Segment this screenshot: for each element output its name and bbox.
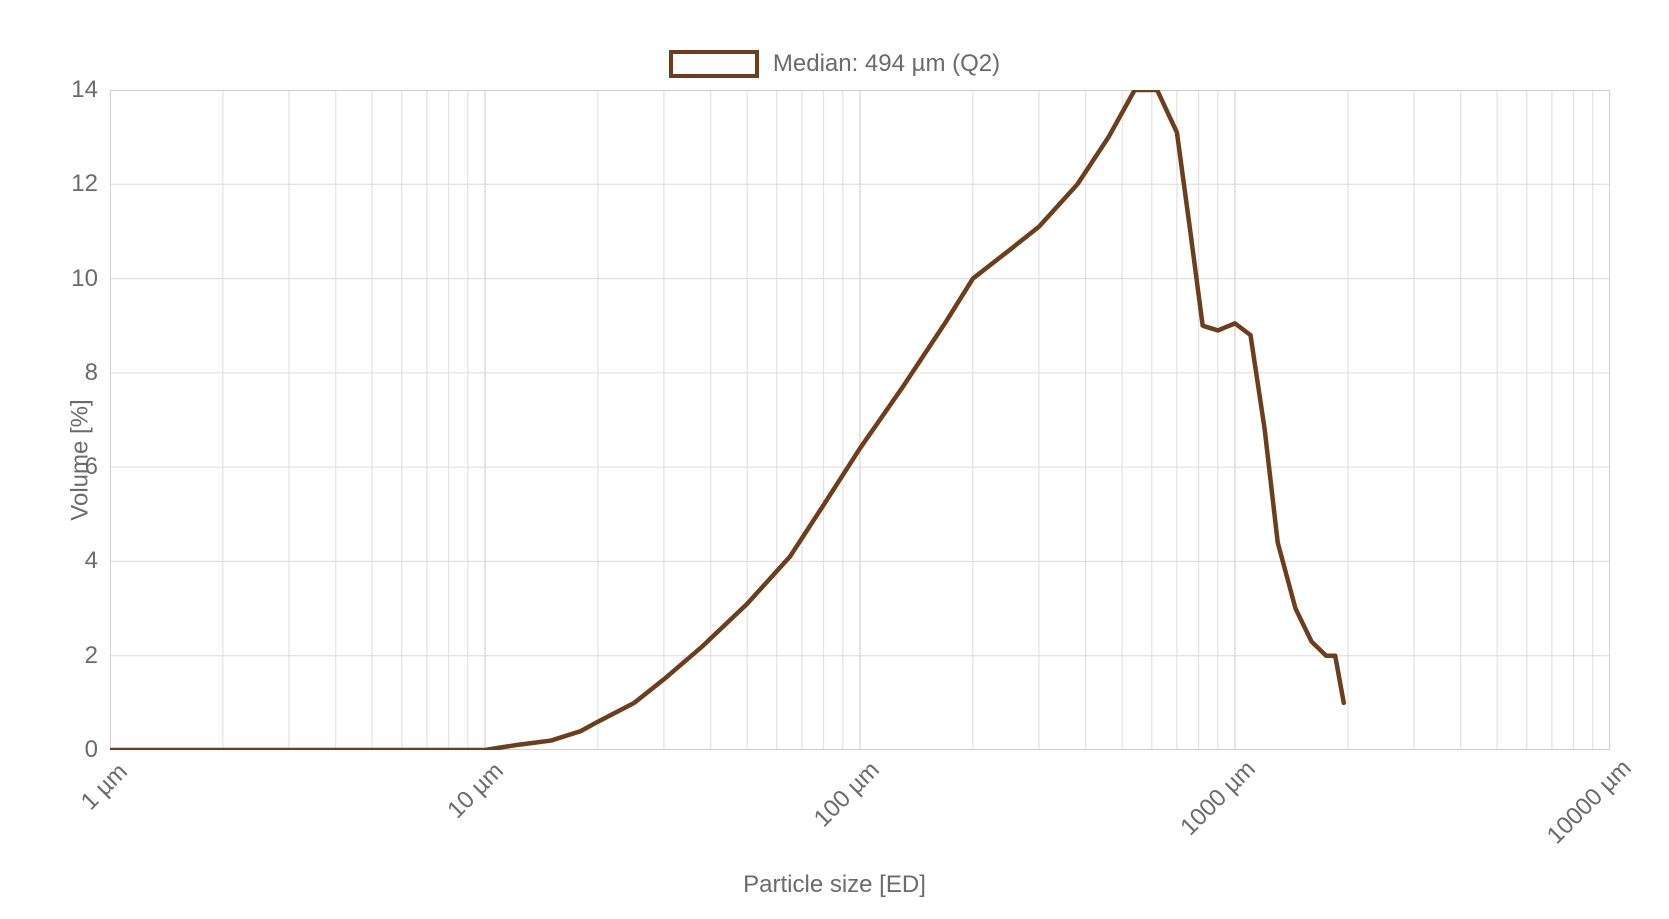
x-tick-label: 1 µm bbox=[76, 758, 134, 816]
x-tick-label: 100 µm bbox=[809, 756, 886, 833]
y-tick-label: 2 bbox=[85, 642, 98, 670]
y-tick-label: 14 bbox=[71, 76, 98, 104]
y-tick-label: 10 bbox=[71, 265, 98, 293]
y-tick-label: 8 bbox=[85, 359, 98, 387]
x-tick-label: 1000 µm bbox=[1175, 755, 1261, 841]
legend-label: Median: 494 µm (Q2) bbox=[773, 50, 1000, 78]
legend-swatch bbox=[669, 50, 759, 78]
chart-legend: Median: 494 µm (Q2) bbox=[0, 50, 1669, 78]
x-tick-label: 10000 µm bbox=[1542, 754, 1638, 850]
plot-area: 024681012141 µm10 µm100 µm1000 µm10000 µ… bbox=[110, 90, 1610, 750]
y-tick-label: 12 bbox=[71, 170, 98, 198]
y-tick-label: 4 bbox=[85, 547, 98, 575]
y-tick-label: 0 bbox=[85, 736, 98, 764]
x-axis-label: Particle size [ED] bbox=[0, 871, 1669, 899]
x-tick-label: 10 µm bbox=[442, 757, 509, 824]
particle-size-chart: Median: 494 µm (Q2) Volume [%] Particle … bbox=[0, 0, 1669, 919]
y-tick-label: 6 bbox=[85, 453, 98, 481]
